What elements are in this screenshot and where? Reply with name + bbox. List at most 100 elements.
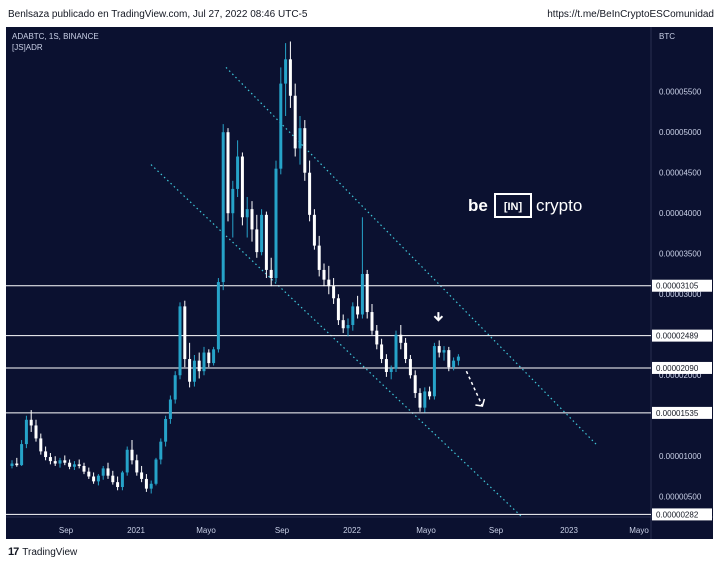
candle-body	[207, 352, 211, 364]
candle-body	[111, 475, 115, 483]
y-tick-label: 0.00003500	[659, 250, 702, 259]
arrow-down-icon	[433, 312, 444, 322]
candle-body	[365, 273, 369, 313]
footer-bar: 17 TradingView	[8, 546, 77, 558]
candle-body	[437, 346, 441, 353]
candle-body	[221, 132, 225, 283]
candle-body	[173, 375, 177, 400]
level-label: 0.00000282	[656, 510, 699, 519]
candle-body	[351, 306, 355, 326]
candle-body	[327, 279, 331, 287]
candle-body	[341, 320, 345, 329]
candle-body	[322, 269, 326, 280]
candle-body	[82, 465, 86, 472]
candle-body	[312, 214, 316, 246]
chart-frame[interactable]: BTC 0.00005500 0.00005000 0.00004500 0.00004…	[6, 27, 713, 539]
candle-body	[380, 344, 384, 360]
candle-body	[308, 172, 312, 215]
candle-body	[384, 359, 388, 372]
publisher-text: Benlsaza publicado en TradingView.com, J…	[8, 9, 308, 20]
watermark-be: be	[468, 196, 488, 215]
candle-body	[164, 418, 168, 442]
y-tick-label: 0.00005000	[659, 128, 702, 137]
indicator-label: [JS]ADR	[12, 43, 43, 52]
candle-body	[92, 476, 96, 482]
level-label-box	[652, 406, 712, 419]
y-tick-label: 0.00005500	[659, 88, 702, 97]
candle-body	[72, 464, 76, 467]
candle-body	[452, 360, 456, 368]
candle-body	[303, 128, 307, 173]
chart-legend: ADABTC, 1S, BINANCE [JS]ADR	[12, 31, 99, 53]
level-label-box	[652, 508, 712, 521]
x-tick-label: Sep	[275, 526, 290, 535]
candle-body	[408, 359, 412, 376]
x-tick-label: Mayo	[196, 526, 216, 535]
level-label: 0.00001535	[656, 409, 699, 418]
candle-body	[140, 472, 144, 479]
candle-body	[135, 460, 139, 473]
level-label: 0.00003105	[656, 282, 699, 291]
x-tick-label: 2021	[127, 526, 145, 535]
candle-body	[269, 269, 273, 279]
candle-body	[432, 346, 436, 397]
candle-body	[360, 273, 364, 315]
community-link[interactable]: https://t.me/BeInCryptoESComunidad	[547, 9, 714, 20]
candle-body	[298, 128, 302, 149]
price-chart[interactable]: BTC 0.00005500 0.00005000 0.00004500 0.00004…	[6, 27, 713, 539]
level-label-box	[652, 329, 712, 342]
candle-body	[413, 375, 417, 394]
level-label-box	[652, 279, 712, 292]
x-tick-label: 2022	[343, 526, 361, 535]
brand-label: TradingView	[22, 546, 78, 558]
candle-body	[24, 419, 28, 445]
candle-body	[279, 83, 283, 169]
x-tick-label: 2023	[560, 526, 578, 535]
candle-body	[284, 59, 288, 84]
symbol-label: ADABTC, 1S, BINANCE	[12, 32, 99, 41]
projection-arrow-line	[465, 370, 484, 407]
candle-body	[20, 444, 24, 466]
currency-label: BTC	[659, 32, 675, 41]
candle-body	[168, 399, 172, 419]
candle-body	[125, 449, 129, 473]
candle-body	[116, 482, 120, 488]
tradingview-logo-icon: 17	[8, 546, 19, 558]
candle-body	[77, 464, 81, 466]
candle-body	[274, 168, 278, 279]
candle-body	[404, 342, 408, 360]
y-tick-label: 0.00000500	[659, 493, 702, 502]
x-tick-label: Sep	[59, 526, 74, 535]
candle-body	[106, 468, 110, 476]
candle-body	[399, 334, 403, 343]
candle-body	[442, 350, 446, 353]
candle-body	[44, 451, 48, 458]
y-tick-label: 0.00003000	[659, 290, 702, 299]
candle-body	[58, 460, 62, 464]
candle-body	[159, 441, 163, 460]
candle-body	[144, 478, 148, 489]
candle-body	[389, 368, 393, 372]
y-tick-label: 0.00004500	[659, 169, 702, 178]
y-tick-label: 0.00001000	[659, 452, 702, 461]
candle-body	[178, 306, 182, 376]
candle-body	[264, 214, 268, 270]
level-label-box	[652, 361, 712, 374]
watermark-in: [IN]	[504, 201, 523, 213]
header-bar: Benlsaza publicado en TradingView.com, J…	[0, 0, 722, 28]
candle-body	[87, 471, 91, 477]
candle-body	[456, 356, 460, 361]
y-tick-label: 0.00002000	[659, 371, 702, 380]
candle-body	[48, 457, 52, 462]
candle-body	[15, 463, 19, 466]
candle-body	[240, 156, 244, 218]
candle-body	[346, 325, 350, 329]
candle-body	[197, 360, 201, 372]
candle-body	[120, 472, 124, 488]
candle-body	[216, 282, 220, 350]
candle-body	[183, 306, 187, 360]
candle-body	[336, 298, 340, 321]
candle-body	[149, 483, 153, 489]
candle-body	[356, 306, 360, 315]
candle-body	[260, 214, 264, 253]
